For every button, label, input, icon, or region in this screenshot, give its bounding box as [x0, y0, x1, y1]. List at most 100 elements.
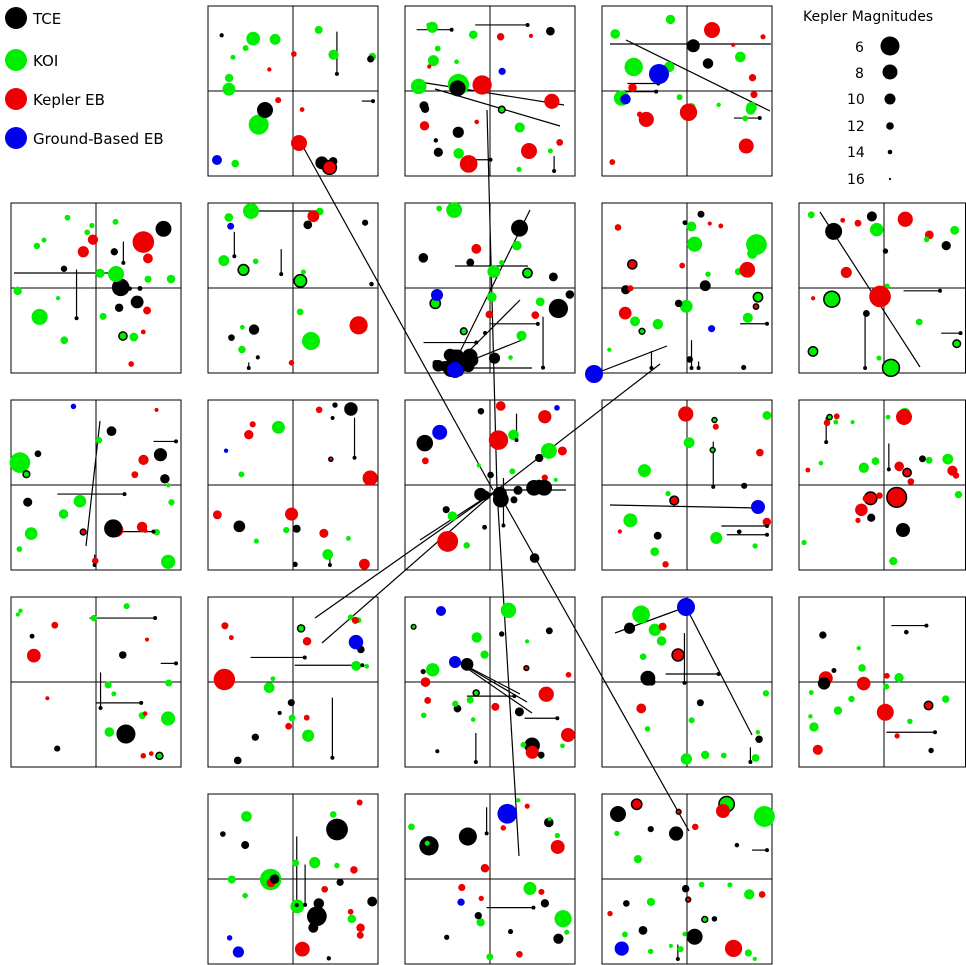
source-marker	[242, 45, 249, 52]
source-marker	[474, 911, 482, 920]
source-marker	[520, 741, 527, 748]
source-marker	[240, 324, 245, 330]
source-marker	[153, 448, 168, 462]
source-marker	[554, 910, 572, 928]
source-marker	[614, 830, 620, 836]
source-marker	[241, 841, 250, 850]
source-marker	[525, 745, 539, 759]
source-marker	[863, 366, 868, 370]
connection-line	[496, 489, 690, 832]
tce-swatch	[5, 7, 27, 29]
source-marker	[685, 896, 692, 903]
source-marker	[87, 234, 99, 245]
source-marker	[41, 237, 47, 243]
source-marker	[565, 671, 572, 678]
source-marker	[427, 55, 439, 67]
source-marker	[292, 524, 301, 533]
source-marker	[697, 210, 705, 218]
magnitude-label-12: 12	[847, 119, 865, 135]
source-marker	[894, 673, 904, 683]
source-marker	[753, 806, 775, 827]
source-marker	[128, 361, 135, 367]
source-marker	[437, 530, 459, 552]
source-marker	[516, 798, 521, 803]
connection-line	[321, 489, 498, 644]
source-marker	[476, 463, 481, 468]
source-marker	[653, 531, 662, 540]
source-marker	[431, 289, 443, 301]
source-marker	[362, 470, 378, 486]
source-marker	[734, 842, 740, 848]
source-marker	[516, 330, 527, 341]
source-marker	[471, 243, 482, 254]
source-marker	[498, 67, 506, 75]
source-marker	[823, 290, 841, 308]
ccd-module	[10, 399, 182, 571]
source-marker	[442, 506, 450, 514]
source-marker	[716, 102, 721, 108]
source-marker	[174, 661, 178, 666]
source-marker	[676, 94, 683, 101]
source-marker	[142, 711, 148, 716]
source-marker	[212, 510, 222, 520]
source-marker	[434, 45, 441, 52]
source-marker	[165, 679, 173, 687]
source-marker	[554, 832, 561, 839]
source-marker	[24, 527, 38, 540]
source-marker	[557, 446, 567, 456]
source-marker	[686, 236, 703, 252]
source-marker	[104, 519, 123, 538]
source-marker	[547, 148, 553, 154]
source-marker	[327, 563, 332, 567]
source-marker	[531, 311, 540, 320]
source-marker	[765, 321, 769, 326]
source-marker	[421, 457, 429, 465]
source-marker	[321, 885, 329, 893]
source-marker	[360, 663, 365, 668]
source-marker	[408, 823, 415, 831]
source-marker	[552, 169, 557, 173]
source-marker	[691, 823, 699, 831]
source-marker	[508, 355, 513, 360]
source-marker	[623, 513, 638, 528]
source-marker	[755, 735, 763, 743]
source-marker	[707, 221, 712, 226]
magnitude-marker-12	[886, 122, 894, 130]
source-marker	[153, 616, 158, 621]
source-marker	[646, 897, 656, 907]
source-marker	[449, 656, 461, 668]
source-marker	[758, 891, 766, 898]
source-marker	[858, 462, 869, 473]
source-marker	[856, 676, 871, 691]
source-marker	[344, 402, 358, 416]
source-marker	[907, 478, 915, 485]
source-marker	[296, 624, 306, 633]
source-marker	[418, 253, 429, 263]
source-marker	[808, 714, 813, 719]
source-marker	[326, 956, 331, 961]
source-marker	[561, 728, 575, 742]
source-marker	[421, 104, 430, 113]
source-marker	[457, 898, 465, 906]
source-marker	[334, 862, 340, 869]
source-marker	[617, 529, 622, 534]
source-marker	[221, 622, 229, 630]
ground-based-eb-swatch	[5, 127, 27, 149]
source-marker	[760, 34, 766, 40]
connection-line	[496, 489, 520, 857]
source-marker	[762, 410, 772, 420]
source-marker	[765, 848, 769, 853]
source-marker	[933, 730, 938, 735]
source-marker	[669, 495, 680, 506]
source-marker	[668, 943, 673, 948]
ccd-module	[404, 5, 576, 177]
source-marker	[757, 116, 762, 121]
source-marker	[474, 119, 480, 125]
source-marker	[540, 899, 550, 908]
source-marker	[610, 806, 626, 822]
source-marker	[607, 347, 612, 352]
source-marker	[238, 471, 245, 478]
source-marker	[218, 255, 230, 267]
ccd-module	[10, 202, 182, 374]
source-marker	[347, 914, 357, 924]
